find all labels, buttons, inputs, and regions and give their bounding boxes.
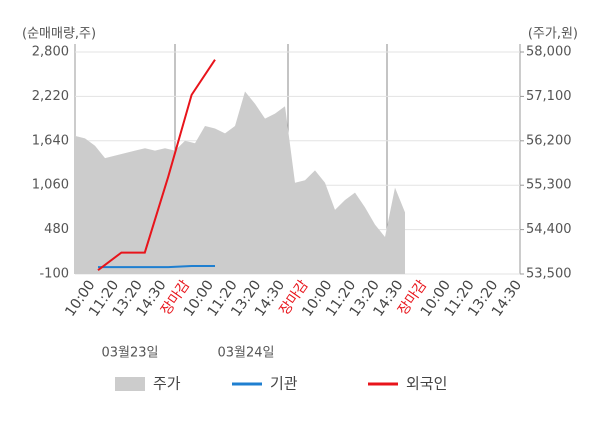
y-tick-label: 1,060	[32, 178, 69, 193]
series-line	[98, 264, 215, 269]
legend-label: 주가	[153, 375, 181, 393]
price-area	[75, 91, 405, 274]
y-axis-title: (순매매량,주)	[22, 27, 96, 42]
y-tick-label: 2,220	[32, 89, 69, 104]
legend-swatch	[115, 377, 145, 391]
y-tick-label: 2,800	[32, 45, 69, 60]
y2-tick-label: 58,000	[526, 45, 572, 60]
y-tick-label: 480	[44, 222, 69, 237]
date-label: 03월23일	[101, 346, 158, 361]
y2-tick-label: 54,400	[526, 222, 572, 237]
y2-tick-label: 55,300	[526, 178, 572, 193]
y-tick-label: 1,640	[32, 133, 69, 148]
y2-tick-label: 53,500	[526, 267, 572, 282]
y-tick-label: -100	[39, 267, 69, 282]
series-line	[97, 59, 216, 271]
y2-tick-label: 57,100	[526, 89, 572, 104]
legend-label: 외국인	[406, 375, 447, 393]
y2-tick-label: 56,200	[526, 133, 572, 148]
date-label: 03월24일	[217, 346, 274, 361]
legend-label: 기관	[270, 375, 298, 393]
y2-axis-title: (주가,원)	[528, 27, 578, 42]
